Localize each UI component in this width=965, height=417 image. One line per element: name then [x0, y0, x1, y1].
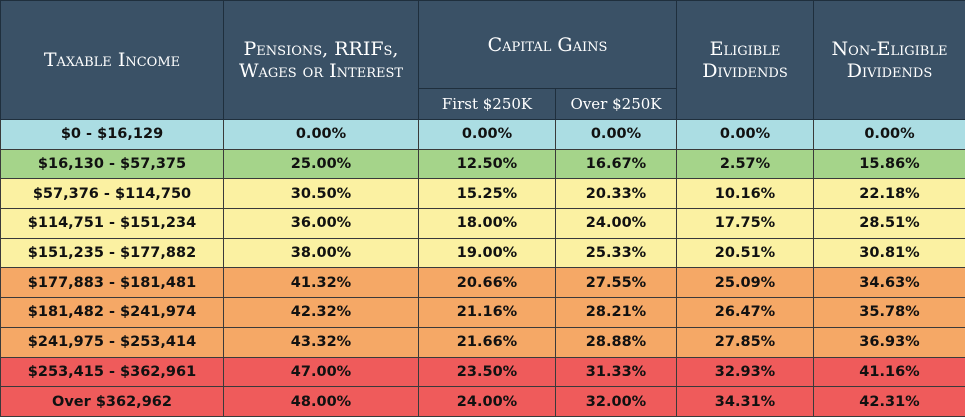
cell-non-eligible: 34.63%	[813, 267, 965, 299]
cell-cg-over: 31.33%	[555, 356, 677, 388]
cell-eligible: 26.47%	[676, 297, 814, 328]
cell-pensions: 30.50%	[223, 178, 419, 210]
cell-eligible: 32.93%	[676, 356, 814, 388]
cell-cg-over: 0.00%	[555, 119, 677, 150]
cell-non-eligible: 22.18%	[813, 178, 965, 210]
table-row: Over $362,962 48.00% 24.00% 32.00% 34.31% 42.…	[0, 386, 965, 417]
cell-cg-over: 28.21%	[555, 297, 677, 328]
cell-non-eligible: 42.31%	[813, 386, 965, 417]
table-row: $181,482 - $241,974 42.32% 21.16% 28.21% 26.…	[0, 297, 965, 328]
cell-eligible: 10.16%	[676, 178, 814, 210]
table-row: $57,376 - $114,750 30.50% 15.25% 20.33% 10.1…	[0, 178, 965, 210]
cell-cg-over: 32.00%	[555, 386, 677, 417]
cell-pensions: 42.32%	[223, 297, 419, 328]
table-row: $177,883 - $181,481 41.32% 20.66% 27.55% 25.…	[0, 267, 965, 299]
cell-income: $114,751 - $151,234	[0, 208, 224, 239]
cell-eligible: 34.31%	[676, 386, 814, 417]
table-row: $241,975 - $253,414 43.32% 21.66% 28.88% 27.…	[0, 326, 965, 358]
cell-cg-over: 25.33%	[555, 237, 677, 269]
cell-pensions: 41.32%	[223, 267, 419, 299]
cell-pensions: 47.00%	[223, 356, 419, 388]
cell-pensions: 0.00%	[223, 119, 419, 150]
header-over-250k: Over $250K	[555, 88, 677, 120]
cell-income: Over $362,962	[0, 386, 224, 417]
cell-cg-over: 16.67%	[555, 148, 677, 180]
cell-non-eligible: 30.81%	[813, 237, 965, 269]
cell-income: $16,130 - $57,375	[0, 148, 224, 180]
table-body: $0 - $16,129 0.00% 0.00% 0.00% 0.00% 0.00% $16…	[0, 119, 965, 417]
header-taxable-income: Taxable Income	[0, 0, 224, 120]
table-row: $0 - $16,129 0.00% 0.00% 0.00% 0.00% 0.00%	[0, 119, 965, 150]
cell-cg-first: 21.16%	[418, 297, 556, 328]
cell-cg-first: 24.00%	[418, 386, 556, 417]
table-header: Taxable Income Pensions, RRIFs, Wages or…	[0, 0, 965, 120]
cell-income: $57,376 - $114,750	[0, 178, 224, 210]
cell-non-eligible: 36.93%	[813, 326, 965, 358]
table-row: $114,751 - $151,234 36.00% 18.00% 24.00% 17.…	[0, 208, 965, 239]
header-eligible-dividends: Eligible Dividends	[676, 0, 814, 120]
cell-cg-over: 28.88%	[555, 326, 677, 358]
cell-eligible: 0.00%	[676, 119, 814, 150]
cell-eligible: 2.57%	[676, 148, 814, 180]
cell-pensions: 48.00%	[223, 386, 419, 417]
header-non-eligible-dividends: Non-Eligible Dividends	[813, 0, 965, 120]
cell-pensions: 38.00%	[223, 237, 419, 269]
cell-cg-first: 18.00%	[418, 208, 556, 239]
header-first-250k: First $250K	[418, 88, 556, 120]
cell-cg-first: 12.50%	[418, 148, 556, 180]
cell-income: $0 - $16,129	[0, 119, 224, 150]
cell-pensions: 25.00%	[223, 148, 419, 180]
cell-income: $253,415 - $362,961	[0, 356, 224, 388]
cell-non-eligible: 35.78%	[813, 297, 965, 328]
cell-pensions: 43.32%	[223, 326, 419, 358]
cell-cg-first: 0.00%	[418, 119, 556, 150]
cell-income: $151,235 - $177,882	[0, 237, 224, 269]
cell-non-eligible: 15.86%	[813, 148, 965, 180]
cell-income: $181,482 - $241,974	[0, 297, 224, 328]
cell-eligible: 25.09%	[676, 267, 814, 299]
header-pensions: Pensions, RRIFs, Wages or Interest	[223, 0, 419, 120]
table-row: $253,415 - $362,961 47.00% 23.50% 31.33% 32.…	[0, 356, 965, 388]
cell-cg-over: 20.33%	[555, 178, 677, 210]
cell-cg-over: 27.55%	[555, 267, 677, 299]
cell-pensions: 36.00%	[223, 208, 419, 239]
cell-eligible: 17.75%	[676, 208, 814, 239]
cell-cg-first: 20.66%	[418, 267, 556, 299]
cell-eligible: 20.51%	[676, 237, 814, 269]
table-row: $16,130 - $57,375 25.00% 12.50% 16.67% 2.57%…	[0, 148, 965, 180]
cell-eligible: 27.85%	[676, 326, 814, 358]
table-row: $151,235 - $177,882 38.00% 19.00% 25.33% 20.…	[0, 237, 965, 269]
cell-income: $177,883 - $181,481	[0, 267, 224, 299]
cell-income: $241,975 - $253,414	[0, 326, 224, 358]
cell-cg-first: 15.25%	[418, 178, 556, 210]
cell-non-eligible: 41.16%	[813, 356, 965, 388]
cell-non-eligible: 28.51%	[813, 208, 965, 239]
cell-cg-first: 21.66%	[418, 326, 556, 358]
cell-non-eligible: 0.00%	[813, 119, 965, 150]
header-capital-gains: Capital Gains	[418, 0, 677, 89]
cell-cg-first: 19.00%	[418, 237, 556, 269]
cell-cg-over: 24.00%	[555, 208, 677, 239]
cell-cg-first: 23.50%	[418, 356, 556, 388]
